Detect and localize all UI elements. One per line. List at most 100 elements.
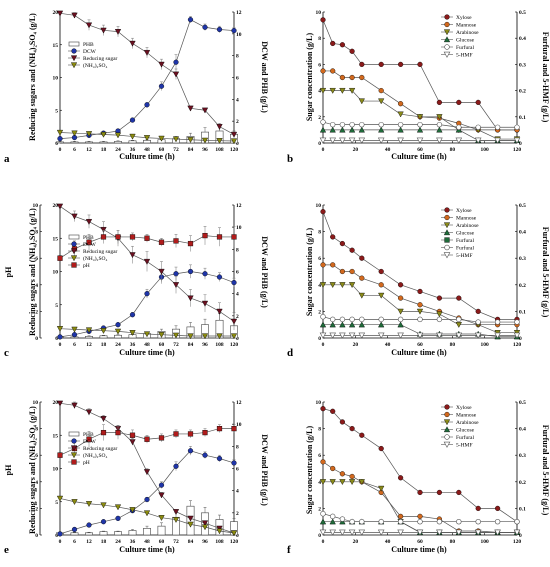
panel-d-glucose-point bbox=[339, 321, 346, 328]
panel-f-xtick-label: 80 bbox=[450, 539, 456, 545]
panel-e-phb-bar bbox=[99, 531, 108, 536]
panel-e-ph-tick-label: 4 bbox=[35, 480, 38, 486]
panel-e-nh4-point bbox=[172, 517, 180, 523]
panel-a-xtick-label: 108 bbox=[215, 147, 224, 153]
panel-d-hmf-point bbox=[397, 332, 404, 339]
panel-a-xtick-label: 0 bbox=[59, 147, 62, 153]
panel-b-y2tick-label: 0.3 bbox=[519, 62, 526, 68]
panel-a-dcw-point bbox=[216, 26, 223, 33]
panel-a-dcw-point bbox=[231, 27, 237, 34]
panel-f-arabinose-point bbox=[329, 479, 336, 486]
panel-f-glucose-point bbox=[329, 518, 336, 525]
panel-e-legend-label: pH bbox=[83, 460, 90, 466]
panel-d-legend-marker bbox=[443, 222, 451, 229]
panel-a-nh4-point bbox=[158, 135, 165, 142]
panel-c-legend-marker bbox=[71, 241, 77, 247]
panel-b-hmf-point bbox=[329, 137, 337, 144]
panel-b-furfural-point bbox=[475, 124, 481, 130]
panel-e-reducing-point bbox=[143, 469, 151, 476]
panel-d-legend-label: Arabinose bbox=[456, 223, 479, 229]
panel-b-furfural-point bbox=[494, 124, 501, 130]
panel-e-ph-point bbox=[202, 429, 208, 436]
panel-b-mannose-point bbox=[320, 68, 326, 74]
panel-c-ytick-label: 10 bbox=[53, 270, 59, 276]
panel-a-y2tick-label: 0 bbox=[236, 141, 239, 147]
panel-f-furfural-point bbox=[320, 511, 326, 517]
panel-b-hmf-point bbox=[513, 137, 521, 144]
panel-c-dcw-point bbox=[231, 279, 237, 286]
panel-d-mannose-point bbox=[398, 295, 404, 301]
panel-c-ph-point bbox=[158, 239, 165, 245]
panel-e-legend-marker bbox=[71, 438, 77, 444]
panel-b-xylose-point bbox=[359, 61, 365, 68]
panel-e-ph-label: pH bbox=[4, 464, 13, 475]
panel-c-reducing-point bbox=[158, 268, 165, 275]
panel-f-furfural-point bbox=[417, 518, 423, 525]
panel-a-xtick-label: 120 bbox=[230, 147, 239, 153]
panel-b-mannose-point bbox=[359, 74, 365, 81]
panel-d-xylose-point bbox=[378, 268, 384, 275]
panel-c-ph-point bbox=[129, 234, 136, 240]
panel-d-mannose-point bbox=[330, 262, 336, 268]
panel-e-reducing-point bbox=[71, 402, 78, 409]
panel-f-xtick-label: 120 bbox=[513, 539, 522, 545]
panel-e-nh4-point bbox=[216, 528, 223, 535]
panel-d-xylose-point bbox=[417, 288, 423, 295]
panel-a-nh4-point bbox=[201, 137, 209, 144]
panel-e-xtick-label: 36 bbox=[130, 539, 136, 545]
panel-d-glucose-point bbox=[397, 321, 404, 328]
panel-b-ylabel: Sugar concentration (g/L) bbox=[305, 33, 314, 122]
panel-e-ytick-label: 15 bbox=[53, 433, 59, 439]
panel-b-xylose-point bbox=[330, 40, 336, 47]
panel-e-xtick-label: 0 bbox=[59, 539, 62, 545]
panel-d-xylose-point bbox=[475, 308, 481, 315]
panel-d-y2tick-label: 0.1 bbox=[519, 309, 526, 315]
panel-a-legend-label: (NH₄)₂SO₄ bbox=[83, 62, 107, 69]
panel-e-ph-tick-label: 8 bbox=[35, 427, 38, 433]
panel-c-xtick-label: 36 bbox=[130, 342, 136, 348]
panel-d-letter: d bbox=[287, 347, 293, 359]
panel-e-legend-marker bbox=[71, 459, 77, 465]
panel-a-reducing-point bbox=[216, 124, 223, 130]
panel-c-xlabel: Culture time (h) bbox=[119, 348, 175, 357]
panel-e-reducing-point bbox=[85, 409, 93, 416]
panel-f-y2tick-label: 0.4 bbox=[519, 427, 526, 433]
panel-c-nh4-point bbox=[187, 333, 194, 340]
panel-a-reducing-point bbox=[158, 61, 165, 68]
panel-e-y2tick-label: 4 bbox=[236, 489, 239, 495]
panel-f-ylabel: Sugar concentration (g/L) bbox=[305, 426, 314, 515]
panel-e-ph-point bbox=[115, 429, 121, 436]
panel-c-reducing-point bbox=[100, 227, 107, 233]
panel-a-nh4-point bbox=[143, 135, 151, 141]
panel-b-hmf-point bbox=[319, 137, 327, 144]
panel-a-legend-label: Reducing sugar bbox=[83, 56, 118, 62]
panel-c-xtick-label: 0 bbox=[59, 342, 62, 348]
panel-b-legend-marker bbox=[443, 51, 451, 58]
panel-e-y2tick-label: 0 bbox=[236, 533, 239, 539]
panel-d-hmf-point bbox=[358, 332, 366, 339]
panel-d-xylose-point bbox=[349, 247, 355, 253]
panel-e-ph-point bbox=[231, 426, 237, 432]
panel-d-furfural-point bbox=[514, 319, 520, 325]
panel-e-nh4-point bbox=[187, 521, 194, 528]
panel-f-legend-label: Xylose bbox=[456, 405, 472, 411]
panel-b-ytick-label: 8 bbox=[318, 36, 321, 42]
panel-a-y2tick-label: 12 bbox=[236, 10, 242, 16]
panel-f-xylose-point bbox=[359, 432, 365, 438]
panel-e-dcw-point bbox=[158, 482, 165, 488]
panel-a-reducing-point bbox=[56, 10, 64, 17]
panel-f-furfural-point bbox=[436, 518, 443, 525]
panel-c-xtick-label: 18 bbox=[101, 342, 107, 348]
panel-c-nh4-point bbox=[172, 332, 180, 339]
panel-a-y2tick-label: 8 bbox=[236, 54, 239, 60]
panel-c-dcw-point bbox=[216, 274, 223, 280]
panel-b-xtick-label: 40 bbox=[385, 147, 391, 153]
panel-f-xtick-label: 40 bbox=[385, 539, 391, 545]
panel-c-reducing-point bbox=[172, 282, 180, 289]
panel-c-ph-point bbox=[216, 234, 223, 240]
panel-e-legend-label: PHB bbox=[83, 432, 94, 438]
panel-f-y2tick-label: 0 bbox=[519, 533, 522, 539]
